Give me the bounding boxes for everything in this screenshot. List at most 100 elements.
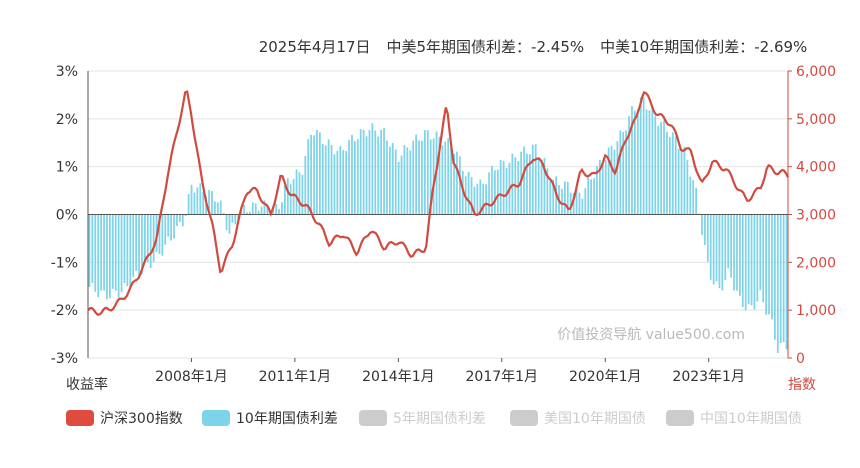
spread-bar — [263, 200, 266, 215]
spread-bar — [386, 140, 388, 215]
legend-swatch — [510, 410, 538, 426]
chart-title: 2025年4月17日 中美5年期国债利差：-2.45% 中美10年期国债利差：-2.… — [259, 38, 808, 56]
spread-bar — [543, 157, 546, 215]
spread-bar — [333, 154, 336, 215]
x-tick-label: 2008年1月 — [155, 369, 228, 385]
spread-bar — [225, 214, 228, 231]
spread-bar — [584, 188, 587, 215]
spread-bar — [301, 174, 304, 215]
spread-bar — [578, 192, 581, 215]
spread-bar — [211, 190, 213, 215]
date-label: 2025年4月17日 — [259, 38, 371, 56]
spread-bar — [657, 125, 660, 215]
legend-swatch — [359, 410, 387, 426]
spread-bar — [709, 214, 712, 280]
spread-bar — [636, 108, 639, 215]
y-left-tick-label: 0% — [56, 208, 78, 224]
x-tick-label: 2023年1月 — [672, 369, 745, 385]
spread-bar — [540, 159, 543, 215]
spread-bar — [219, 200, 222, 215]
spread-bar — [596, 165, 598, 215]
spread-bar — [759, 214, 762, 291]
spread-bar — [216, 202, 219, 215]
spread-bar — [712, 214, 715, 285]
spread-bar — [389, 146, 391, 215]
spread-bar — [391, 143, 394, 215]
spread-bar — [368, 130, 371, 215]
spread-bar — [141, 214, 143, 275]
spread-bar — [173, 214, 175, 239]
tick-labels: 3% 2% 1% 0% -1% -2% -3% 6,000 5,000 4,000 3,000 2,0… — [51, 64, 836, 385]
spread-bar — [733, 214, 735, 291]
spread-bar — [715, 214, 718, 282]
right-axis-name: 指数 — [788, 377, 816, 393]
y-left-tick-label: 1% — [56, 160, 78, 176]
y-left-tick-label: -3% — [51, 351, 78, 367]
spread-bar — [496, 169, 499, 215]
spread-bar — [196, 187, 199, 215]
y-right-tick-label: 1,000 — [796, 303, 836, 319]
y-left-tick-label: -1% — [51, 255, 78, 271]
spread-bar — [607, 147, 610, 215]
spread5-value: -2.45% — [531, 38, 584, 56]
spread-bar — [138, 214, 140, 277]
spread-bar — [680, 150, 683, 215]
spread-bar — [111, 214, 114, 289]
spread-bar — [298, 172, 301, 215]
spread-bar — [444, 141, 447, 215]
spread-bar — [327, 139, 330, 215]
spread-bar — [418, 140, 420, 215]
y-right-tick-label: 3,000 — [796, 208, 836, 224]
spread-bar — [257, 210, 260, 215]
spread-bar — [488, 172, 490, 215]
spread-bar — [234, 214, 237, 225]
spread-bar — [208, 190, 210, 215]
spread-bar — [356, 139, 359, 215]
spread-bar — [774, 214, 776, 340]
legend-label: 中国10年期国债 — [700, 411, 802, 427]
spread-bar — [771, 214, 773, 320]
spread-bar — [266, 207, 269, 215]
spread-bar — [181, 214, 184, 227]
spread-bar — [316, 129, 318, 215]
hs300-line — [87, 90, 789, 316]
spread-bar — [724, 214, 727, 281]
spread-bar — [730, 214, 732, 278]
spread-bar — [698, 213, 700, 215]
spread-bar — [456, 151, 458, 215]
spread-bar — [499, 160, 502, 215]
spread-bar — [666, 131, 668, 215]
spread10-label: 中美10年期国债利差： — [600, 38, 754, 56]
spread-bar — [511, 153, 514, 215]
spread-bar — [779, 214, 782, 344]
spread-bar — [321, 144, 324, 215]
spread-bar — [161, 214, 164, 256]
spread-bar — [604, 160, 607, 215]
legend-swatch — [666, 410, 694, 426]
spread-bar — [281, 202, 283, 215]
spread-bar — [193, 192, 196, 215]
spread-bar — [144, 214, 146, 264]
spread-bar — [91, 214, 94, 283]
spread-bar — [158, 214, 161, 254]
spread-bar — [768, 214, 770, 315]
spread-bar — [593, 178, 595, 215]
spread-bar — [164, 214, 167, 245]
spread-bar — [569, 192, 572, 215]
spread-bar — [785, 214, 788, 350]
spread-bar — [400, 155, 403, 215]
legend-swatch — [66, 410, 94, 426]
spread-bar — [292, 179, 295, 215]
spread-bar — [421, 140, 423, 215]
y-left-tick-label: -2% — [51, 303, 78, 319]
spread-bar — [190, 184, 193, 215]
legend-swatch — [202, 410, 230, 426]
spread-bar — [348, 139, 350, 215]
y-right-tick-label: 6,000 — [796, 64, 836, 80]
spread-bar — [403, 145, 406, 215]
spread-bar — [727, 214, 730, 269]
spread-bar — [324, 145, 327, 215]
spread-bar — [534, 144, 537, 215]
spread-bar — [146, 214, 149, 263]
